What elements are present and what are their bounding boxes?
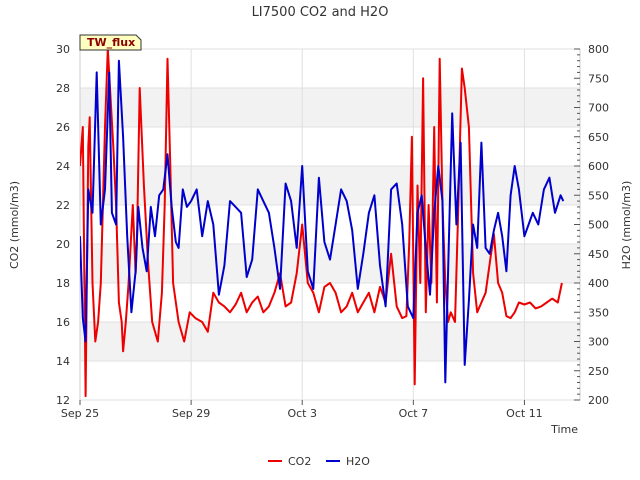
- left-axis-ticks: 12 14 16 18 20 22 24 26 28 30: [56, 43, 580, 407]
- y-right-tick-label: 700: [588, 102, 609, 115]
- y-axis-left-label: CO2 (mmol/m3): [8, 181, 21, 269]
- y-left-tick-label: 20: [56, 238, 70, 251]
- x-axis-label: Time: [550, 423, 578, 436]
- x-tick-label: Oct 7: [399, 407, 429, 420]
- y-right-tick-label: 350: [588, 306, 609, 319]
- background-band: [80, 166, 580, 205]
- right-axis-ticks: 200 250 300 350 400 450 500 550 600 650 700 750 800: [574, 43, 609, 407]
- y-left-tick-label: 24: [56, 160, 70, 173]
- x-tick-label: Oct 3: [287, 407, 317, 420]
- y-right-tick-label: 400: [588, 277, 609, 290]
- x-tick-label: Sep 29: [172, 407, 210, 420]
- y-right-tick-label: 550: [588, 189, 609, 202]
- y-left-tick-label: 26: [56, 121, 70, 134]
- y-right-tick-label: 200: [588, 394, 609, 407]
- y-axis-right-label: H2O (mmol/m3): [620, 181, 633, 270]
- y-right-tick-label: 300: [588, 336, 609, 349]
- y-left-tick-label: 16: [56, 316, 70, 329]
- y-left-tick-label: 14: [56, 355, 70, 368]
- x-tick-label: Oct 11: [506, 407, 543, 420]
- background-band: [80, 322, 580, 361]
- y-right-tick-label: 750: [588, 72, 609, 85]
- y-right-tick-label: 250: [588, 365, 609, 378]
- y-left-tick-label: 28: [56, 82, 70, 95]
- y-right-tick-label: 650: [588, 131, 609, 144]
- background-bands: [80, 88, 580, 361]
- x-tick-label: Sep 25: [61, 407, 99, 420]
- background-band: [80, 88, 580, 127]
- series-line-h2o: [80, 59, 565, 384]
- x-axis-ticks: Sep 25 Sep 29 Oct 3 Oct 7 Oct 11: [61, 400, 543, 420]
- y-left-tick-label: 30: [56, 43, 70, 56]
- y-left-tick-label: 12: [56, 394, 70, 407]
- y-right-tick-label: 800: [588, 43, 609, 56]
- legend-label-co2: CO2: [288, 455, 311, 468]
- y-right-tick-label: 600: [588, 160, 609, 173]
- tw-flux-badge: TW_flux: [79, 34, 142, 51]
- legend: CO2 H2O: [268, 455, 370, 468]
- badge-shape: [79, 34, 142, 51]
- chart-title: LI7500 CO2 and H2O: [252, 5, 389, 20]
- y-right-tick-label: 500: [588, 219, 609, 232]
- y-left-tick-label: 22: [56, 199, 70, 212]
- y-left-tick-label: 18: [56, 277, 70, 290]
- y-right-tick-label: 450: [588, 248, 609, 261]
- legend-label-h2o: H2O: [346, 455, 370, 468]
- badge-label: TW_flux: [87, 36, 135, 49]
